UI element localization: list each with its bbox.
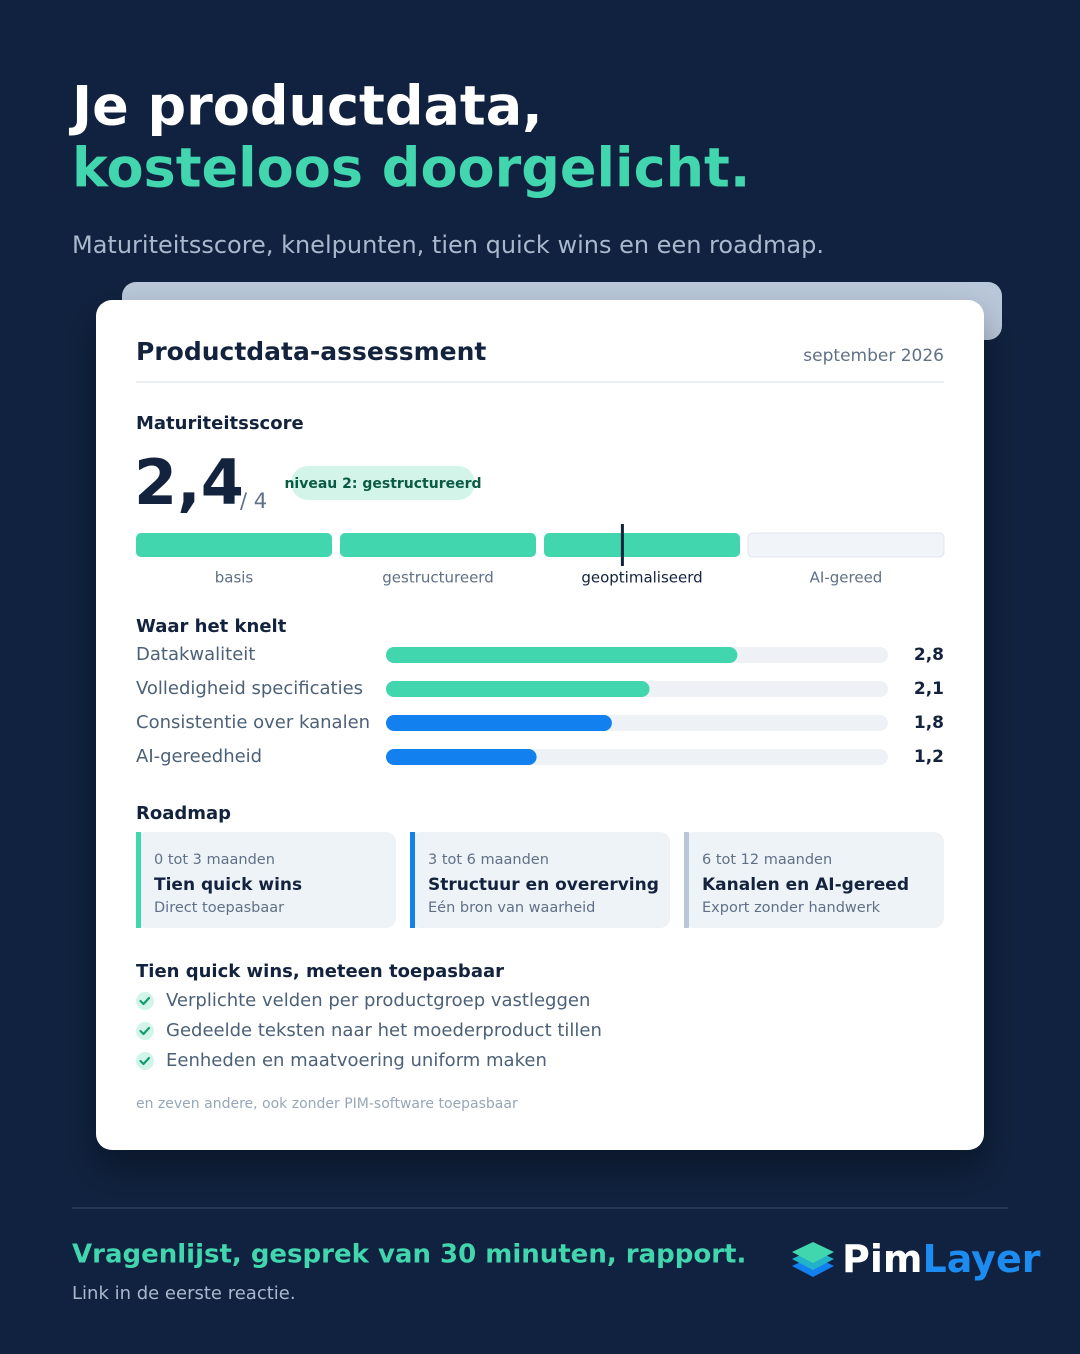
subtitle: Maturiteitsscore, knelpunten, tien quick… xyxy=(72,231,824,259)
roadmap-card xyxy=(136,832,396,928)
section-heading: Tien quick wins, meteen toepasbaar xyxy=(136,961,504,982)
roadmap-period: 0 tot 3 maanden xyxy=(154,852,275,868)
roadmap-title: Tien quick wins xyxy=(154,875,302,895)
bar-value: 2,8 xyxy=(914,645,944,665)
check-icon xyxy=(139,1056,151,1066)
bar xyxy=(386,647,738,663)
card-date: september 2026 xyxy=(803,346,944,366)
level-label: geoptimaliseerd xyxy=(581,569,702,587)
check-icon xyxy=(139,1026,151,1036)
score: 2,4 xyxy=(134,446,244,519)
quick-win: Eenheden en maatvoering uniform maken xyxy=(166,1050,547,1071)
section-heading: Roadmap xyxy=(136,803,231,824)
footnote: en zeven andere, ook zonder PIM-software… xyxy=(136,1096,518,1112)
level-label: gestructureerd xyxy=(382,569,493,587)
bar xyxy=(386,749,537,765)
roadmap-accent xyxy=(410,832,415,928)
bar xyxy=(386,715,612,731)
roadmap-title: Structuur en overerving xyxy=(428,875,659,895)
quick-win: Gedeelde teksten naar het moederproduct … xyxy=(166,1020,602,1041)
tagline: Vragenlijst, gesprek van 30 minuten, rap… xyxy=(72,1240,746,1270)
cta: Link in de eerste reactie. xyxy=(72,1283,296,1304)
roadmap-card xyxy=(684,832,944,928)
score-marker xyxy=(620,524,624,566)
section-heading: Maturiteitsscore xyxy=(136,413,304,434)
roadmap-subtitle: Export zonder handwerk xyxy=(702,900,881,916)
roadmap-period: 3 tot 6 maanden xyxy=(428,852,549,868)
roadmap-subtitle: Direct toepasbaar xyxy=(154,900,284,916)
logo: PimLayer xyxy=(842,1237,1041,1281)
roadmap-accent xyxy=(136,832,141,928)
logo-part: Layer xyxy=(922,1237,1040,1281)
bar-value: 1,2 xyxy=(914,747,944,767)
roadmap-subtitle: Eén bron van waarheid xyxy=(428,900,595,916)
card-title: Productdata-assessment xyxy=(136,337,486,366)
roadmap-card xyxy=(410,832,670,928)
title-line: Je productdata, xyxy=(68,75,543,138)
level-label: AI-gereed xyxy=(810,569,883,587)
level-segment xyxy=(136,533,332,557)
level-segment xyxy=(747,532,945,558)
logo-part: Pim xyxy=(842,1237,922,1281)
bottleneck-label: Consistentie over kanalen xyxy=(136,712,370,733)
check-icon xyxy=(139,996,151,1006)
section-heading: Waar het knelt xyxy=(136,616,287,637)
logo-icon xyxy=(792,1242,834,1277)
bottleneck-label: AI-gereedheid xyxy=(136,746,262,767)
roadmap-period: 6 tot 12 maanden xyxy=(702,852,832,868)
level-label: basis xyxy=(215,569,254,587)
quick-win: Verplichte velden per productgroep vastl… xyxy=(166,990,590,1011)
title-line: kosteloos doorgelicht. xyxy=(72,137,750,200)
bar xyxy=(386,681,650,697)
score-max: / 4 xyxy=(240,489,267,513)
bar-value: 2,1 xyxy=(914,679,944,699)
level-segment xyxy=(544,533,740,557)
bottleneck-label: Datakwaliteit xyxy=(136,644,255,665)
roadmap-title: Kanalen en AI-gereed xyxy=(702,875,909,895)
roadmap-accent xyxy=(684,832,689,928)
bar-value: 1,8 xyxy=(914,713,944,733)
level-badge-bg xyxy=(291,466,475,500)
level-segment xyxy=(340,533,536,557)
bottleneck-label: Volledigheid specificaties xyxy=(136,678,363,699)
level-badge: niveau 2: gestructureerd xyxy=(284,476,481,492)
